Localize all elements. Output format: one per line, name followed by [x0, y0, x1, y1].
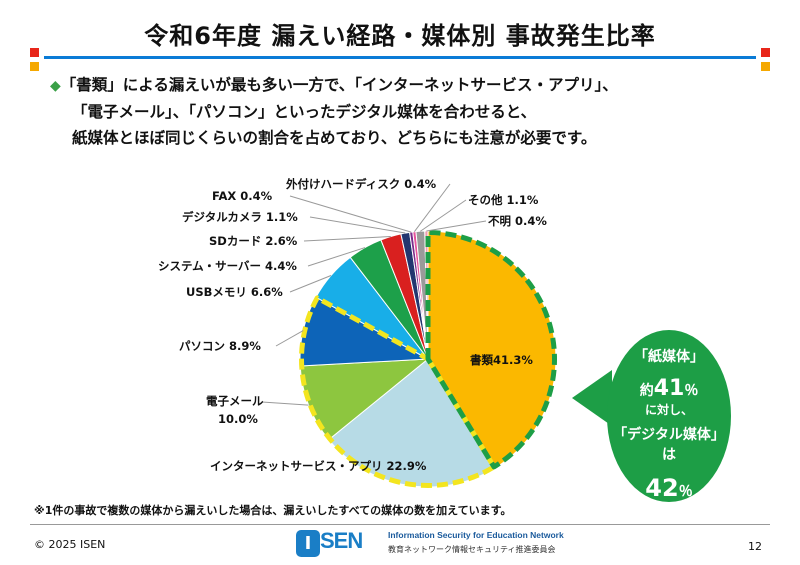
diamond-bullet-icon: ◆: [50, 78, 61, 94]
slice-label-line: SDカード 2.6%: [209, 234, 298, 248]
leader-line-10: [420, 199, 467, 232]
callout-arrow-shape: [572, 330, 731, 502]
page-number: 12: [748, 540, 762, 553]
slice-label-5: システム・サーバー 4.4%: [158, 259, 297, 273]
callout-paper-value: 約41％: [639, 376, 699, 401]
summary-line-2: 「電子メール」、「パソコン」といったデジタル媒体を合わせると、: [72, 103, 537, 121]
leader-line-6: [303, 236, 391, 242]
summary-text: ◆「書類」による漏えいが最も多い一方で、「インターネットサービス・アプリ」、 「…: [50, 72, 770, 151]
title-divider: [44, 56, 756, 59]
leader-line-11: [426, 220, 487, 232]
slice-label-line: その他 1.1%: [468, 193, 539, 207]
slice-label-6: SDカード 2.6%: [209, 234, 298, 248]
slice-label-9: 外付けハードディスク 0.4%: [285, 177, 437, 191]
slice-label-8: FAX 0.4%: [212, 189, 273, 203]
copyright: © 2025 ISEN: [34, 538, 106, 551]
paper-group-border: [425, 230, 557, 470]
callout-digital-label: 「デジタル媒体」は: [613, 427, 725, 463]
slice-label-10: その他 1.1%: [468, 193, 539, 207]
logo-name: SEN: [320, 528, 363, 553]
callout-arrow-pointer: [572, 370, 612, 426]
leader-line-3: [275, 330, 304, 347]
leader-line-9: [413, 183, 451, 233]
footer-divider: [30, 524, 770, 525]
logo-english-name: Information Security for Education Netwo…: [388, 530, 564, 540]
callout-text: 「紙媒体」 約41％ に対し、 「デジタル媒体」は 42％: [608, 346, 730, 502]
slice-label-line: 電子メール: [206, 394, 264, 408]
digital-group-border: [299, 295, 497, 488]
slice-label-line: 外付けハードディスク 0.4%: [285, 177, 437, 191]
slice-label-7: デジタルカメラ 1.1%: [182, 210, 298, 224]
leader-line-2: [261, 401, 309, 406]
slice-label-line: システム・サーバー 4.4%: [158, 259, 297, 273]
footnote: ※1件の事故で複数の媒体から漏えいした場合は、漏えいしたすべての媒体の数を加えて…: [34, 504, 512, 517]
slice-label-line: FAX 0.4%: [212, 189, 273, 203]
corner-square-orange-right: [761, 62, 770, 71]
callout-paper-label: 「紙媒体」: [634, 349, 704, 365]
isen-logo-icon: I: [296, 530, 320, 557]
slice-label-2: 電子メール 10.0%: [206, 394, 264, 426]
corner-square-orange-left: [30, 62, 39, 71]
slice-label-line: 書類41.3%: [470, 353, 533, 367]
callout-arrow-body: [607, 330, 731, 502]
leader-line-4: [289, 275, 332, 293]
corner-square-red-right: [761, 48, 770, 57]
page-title: 令和6年度 漏えい経路・媒体別 事故発生比率: [144, 22, 656, 50]
slice-label-line: インターネットサービス・アプリ 22.9%: [210, 459, 427, 473]
slice-label-0: 書類41.3%: [470, 353, 533, 367]
summary-line-3: 紙媒体とほぼ同じくらいの割合を占めており、どちらにも注意が必要です。: [72, 129, 597, 147]
callout-versus: に対し、: [644, 403, 693, 417]
slice-label-line: 不明 0.4%: [488, 214, 547, 228]
leader-line-8: [289, 195, 412, 233]
slice-label-line: パソコン 8.9%: [179, 339, 261, 353]
slice-label-line: USBメモリ 6.6%: [186, 285, 283, 299]
callout-digital-value: 42％: [645, 474, 693, 502]
summary-line-1: ◆「書類」による漏えいが最も多い一方で、「インターネットサービス・アプリ」、: [50, 76, 618, 94]
slice-label-3: パソコン 8.9%: [179, 339, 261, 353]
corner-square-red-left: [30, 48, 39, 57]
slice-label-line: デジタルカメラ 1.1%: [182, 210, 298, 224]
leader-line-7: [309, 216, 406, 234]
slice-label-line: 10.0%: [218, 412, 258, 426]
logo-japanese-name: 教育ネットワーク情報セキュリティ推進委員会: [388, 545, 556, 554]
leader-line-5: [307, 247, 366, 267]
slice-label-11: 不明 0.4%: [488, 214, 547, 228]
slice-label-4: USBメモリ 6.6%: [186, 285, 283, 299]
slice-label-1: インターネットサービス・アプリ 22.9%: [210, 459, 427, 473]
